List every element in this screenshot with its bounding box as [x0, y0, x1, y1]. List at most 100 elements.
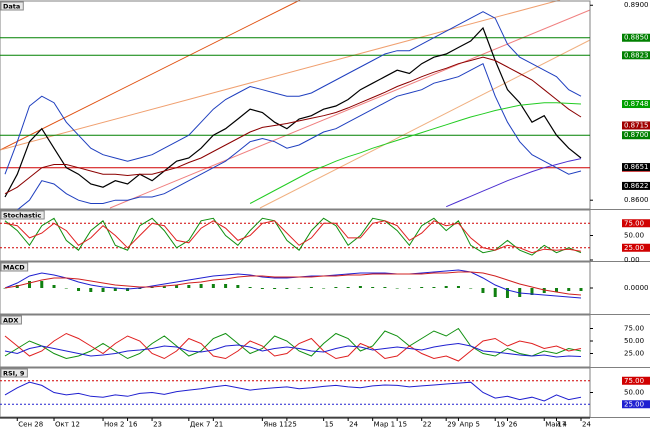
pane-title: Data: [3, 3, 20, 11]
histogram-bar: [334, 287, 338, 288]
series-line: [4, 56, 582, 195]
x-tick-label: Сен 28: [18, 421, 43, 429]
y-tick-label: 0.8900: [624, 1, 649, 9]
level-label: 0.8823: [624, 51, 649, 59]
x-tick-label: 24: [582, 421, 591, 429]
level-label: 25.00: [624, 400, 644, 408]
level-label-box: [622, 400, 650, 409]
pane-title: RSI, 9: [3, 370, 25, 378]
series-line: [4, 26, 582, 198]
series-line: [4, 220, 582, 254]
series-line: [4, 332, 582, 362]
level-label: 0.8700: [624, 131, 649, 139]
series-line: [4, 327, 582, 360]
pane-title-box: [0, 210, 45, 220]
level-label: 25.00: [624, 244, 644, 252]
histogram-bar: [40, 281, 44, 288]
series-line: [4, 342, 582, 358]
level-label-box: [622, 243, 650, 252]
marker-box: [622, 100, 650, 109]
x-tick-label: 23: [153, 421, 162, 429]
histogram-bar: [101, 288, 105, 292]
x-tick-label: 26: [508, 421, 517, 429]
histogram-bar: [126, 288, 130, 291]
x-tick-label: 16: [129, 421, 138, 429]
histogram-bar: [162, 286, 166, 288]
series-line: [4, 62, 582, 214]
histogram-bar: [52, 285, 56, 288]
histogram-bar: [260, 288, 264, 289]
level-label: 75.00: [624, 377, 644, 385]
histogram-bar: [505, 288, 509, 298]
histogram-bar: [481, 288, 485, 293]
marker-box: [622, 121, 650, 130]
histogram-bar: [199, 284, 203, 288]
marker-label: 0.8748: [624, 100, 649, 108]
pane-title: MACD: [3, 264, 25, 272]
histogram-bar: [358, 286, 362, 288]
histogram-bar: [407, 288, 411, 289]
histogram-bar: [420, 287, 424, 288]
x-tick-label: 15: [398, 421, 407, 429]
y-tick-label: 50.00: [624, 337, 644, 345]
series-group: [4, 217, 582, 256]
histogram-bar: [371, 287, 375, 288]
histogram-bar: [346, 287, 350, 288]
histogram-bar: [432, 287, 436, 288]
series-line: [446, 158, 582, 208]
histogram-bar: [383, 287, 387, 288]
histogram-bar: [113, 288, 117, 291]
histogram-bar: [493, 288, 497, 297]
y-tick-label: 25.00: [624, 350, 644, 358]
histogram-bar: [395, 288, 399, 289]
x-tick-label: 17: [557, 421, 566, 429]
trend-lines: [0, 0, 591, 209]
histogram-bar: [554, 288, 558, 292]
level-label: 75.00: [624, 219, 644, 227]
level-label-box: [622, 131, 650, 140]
x-tick-label: Дек 7: [190, 421, 211, 429]
histogram-bar: [28, 281, 32, 288]
y-tick-label: 0.0000: [624, 284, 649, 292]
series-line: [4, 217, 582, 256]
marker-box: [622, 181, 650, 190]
level-label-box: [622, 51, 650, 60]
histogram-bar: [285, 288, 289, 289]
y-tick-label: 75.00: [624, 325, 644, 333]
histogram-bar: [309, 287, 313, 288]
series-line: [4, 11, 582, 175]
histogram-bar: [211, 284, 215, 288]
histogram-bar: [236, 285, 240, 288]
histogram-bar: [224, 284, 228, 288]
histogram-bar: [187, 285, 191, 288]
pane-title: Stochastic: [3, 212, 41, 220]
trend-line: [0, 0, 301, 151]
histogram-bar: [444, 286, 448, 288]
level-label-box: [622, 376, 650, 385]
histogram-bar: [469, 288, 473, 289]
histogram-bar: [248, 287, 252, 288]
histogram-bar: [273, 288, 277, 289]
pane-title-box: [0, 315, 22, 325]
series-line: [4, 381, 582, 402]
x-tick-label: 24: [349, 421, 358, 429]
histogram-bar: [456, 286, 460, 288]
histogram-bar: [89, 288, 93, 292]
x-tick-label: 29: [447, 421, 456, 429]
level-label: 0.8850: [624, 34, 649, 42]
series-line: [249, 102, 582, 204]
trend-line: [109, 9, 591, 209]
histogram-bar: [530, 288, 534, 295]
pane-title-box: [0, 1, 24, 11]
histogram-bar: [77, 288, 81, 291]
histogram-bar: [567, 288, 571, 291]
histogram-bar: [297, 288, 301, 289]
marker-box: [622, 163, 650, 172]
x-tick-label: Май 4: [545, 421, 567, 429]
x-tick-label: 15: [325, 421, 334, 429]
x-tick-label: 19: [496, 421, 505, 429]
pane-title-box: [0, 262, 29, 272]
y-tick-label: 50.00: [624, 232, 644, 240]
